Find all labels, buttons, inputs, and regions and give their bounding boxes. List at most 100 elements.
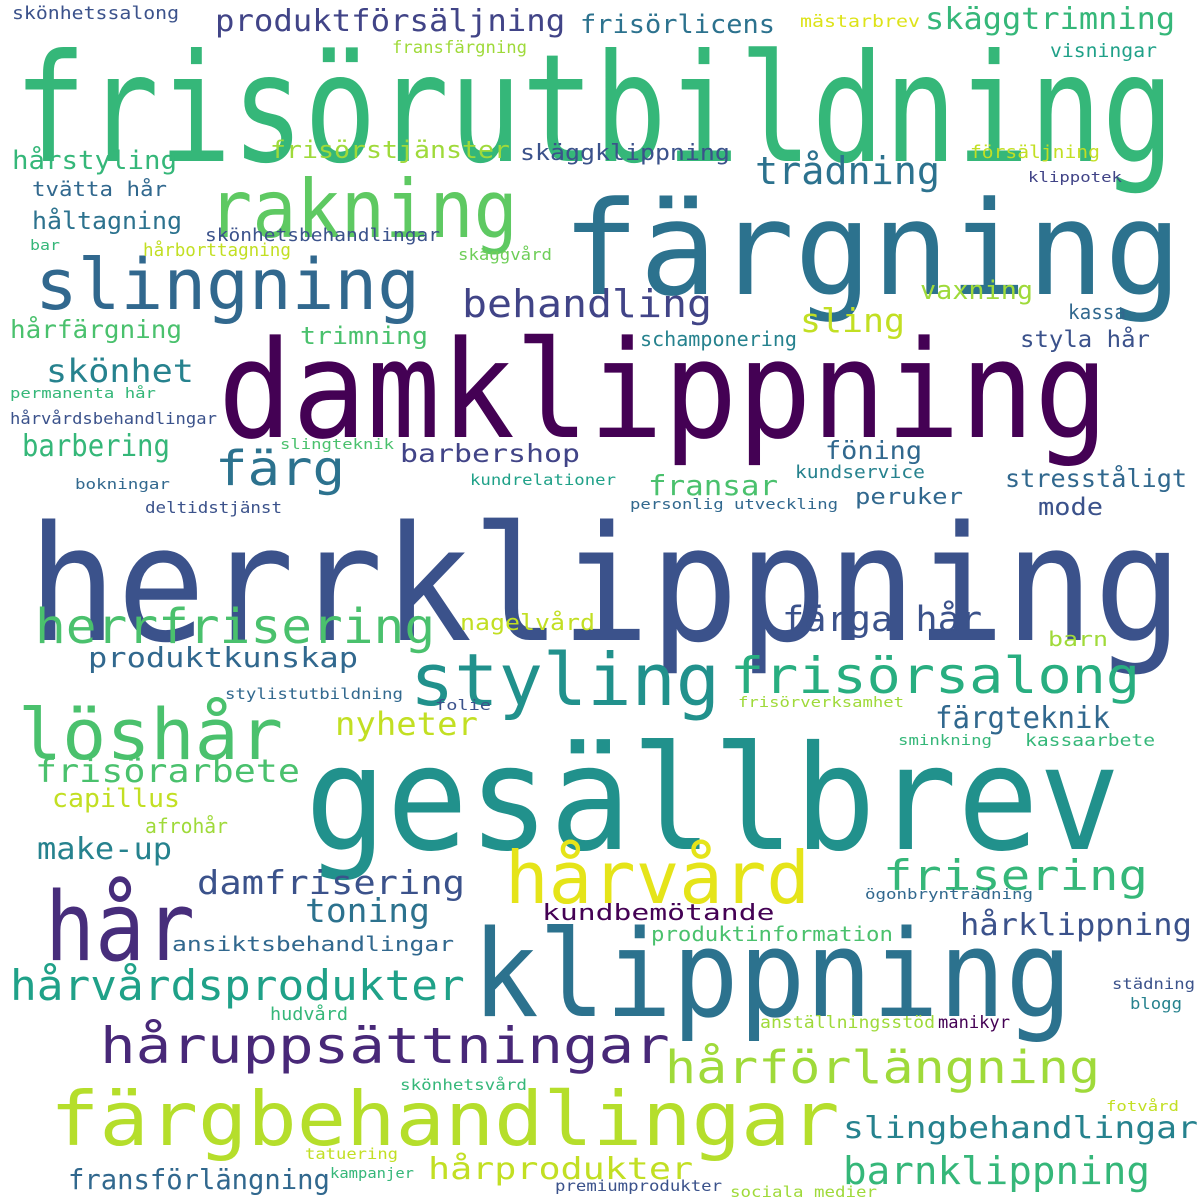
word-kundrelationer: kundrelationer [470, 471, 617, 489]
word-blogg: blogg [1130, 994, 1182, 1013]
word-harprodukter: hårprodukter [428, 1152, 694, 1187]
word-ansiktsbehandlingar: ansiktsbehandlingar [172, 932, 455, 956]
word-deltidstjanst: deltidstjänst [145, 498, 283, 517]
word-frisorsalong: frisörsalong [730, 647, 1141, 705]
word-har: hår [45, 873, 195, 983]
word-forsaljning: försäljning [970, 142, 1100, 163]
word-harfargning: hårfärgning [10, 315, 183, 344]
word-barbering: barbering [22, 429, 170, 464]
word-anstallningsstod: anställningsstöd [760, 1013, 936, 1033]
word-harvardsbehandlingar: hårvårdsbehandlingar [10, 409, 217, 428]
word-tradning: trådning [755, 149, 941, 193]
word-haltagning: håltagning [32, 207, 182, 235]
word-barbershop: barbershop [400, 439, 581, 468]
word-produktforsaljning: produktförsäljning [215, 4, 566, 39]
word-ogonbryntradning: ögonbrynträdning [865, 887, 1034, 903]
word-skaggvard: skäggvård [458, 245, 552, 264]
word-frisorlicens: frisörlicens [580, 10, 775, 40]
word-slingteknik: slingteknik [280, 437, 395, 453]
word-manikyr: manikyr [938, 1013, 1011, 1033]
word-herrklippning: herrklippning [28, 491, 1183, 678]
word-fotvard: fotvård [1106, 1099, 1180, 1115]
word-harvardsprodukter: hårvårdsprodukter [10, 961, 465, 1010]
word-skonhet: skönhet [46, 352, 194, 390]
word-farg: färg [215, 441, 346, 497]
word-kundbemotande: kundbemötande [542, 901, 775, 926]
word-produktinformation: produktinformation [651, 922, 893, 946]
word-bar: bar [30, 238, 61, 254]
word-frisorutbildning: frisörutbildning [14, 23, 1175, 197]
word-nagelvard: nagelvård [460, 611, 595, 636]
word-herrfrisering: herrfrisering [35, 599, 436, 655]
word-frisorverksamhet: frisörverksamhet [738, 695, 905, 711]
word-rakning: rakning [208, 163, 518, 256]
word-barn: barn [1048, 627, 1109, 651]
word-premiumprodukter: premiumprodukter [555, 1177, 723, 1195]
word-fransfargning: fransfärgning [392, 38, 528, 58]
word-stylistutbildning: stylistutbildning [225, 685, 403, 703]
word-schamponering: schamponering [640, 327, 798, 351]
word-frisering: frisering [883, 851, 1148, 900]
word-afrohar: afrohår [145, 814, 229, 838]
word-kassaarbete: kassaarbete [1025, 731, 1156, 751]
word-fargning: färgning [562, 173, 1182, 325]
word-trimning: trimning [300, 322, 428, 350]
word-personlig-utveckling: personlig utveckling [630, 497, 839, 513]
word-capillus: capillus [52, 784, 180, 814]
word-styling: styling [410, 638, 721, 722]
word-harborttagning: hårborttagning [143, 240, 291, 261]
word-fransar: fransar [648, 469, 779, 502]
word-haruppsattningar: håruppsättningar [100, 1017, 670, 1075]
word-slingning: slingning [35, 244, 420, 326]
word-foning: föning [825, 436, 922, 465]
word-harstyling: hårstyling [12, 146, 178, 176]
word-barnklippning: barnklippning [843, 1149, 1150, 1193]
word-skonhetsbehandlingar: skönhetsbehandlingar [205, 225, 440, 246]
word-sociala-medier: sociala medier [730, 1183, 878, 1200]
word-nyheter: nyheter [335, 705, 478, 743]
word-permanenta-har: permanenta hår [10, 386, 156, 402]
word-fransforlangning: fransförlängning [68, 1163, 330, 1196]
word-mastarbrev: mästarbrev [800, 12, 920, 32]
word-harforlangning: hårförlängning [665, 1041, 1101, 1094]
word-mode: mode [1038, 493, 1104, 521]
word-styla-har: styla hår [1020, 327, 1150, 353]
word-gesallbrev: gesällbrev [305, 715, 1121, 884]
word-farga-har: färga hår [782, 600, 983, 640]
word-sling: sling [800, 301, 906, 340]
word-kundservice: kundservice [795, 462, 925, 483]
word-skaggklippning: skäggklippning [520, 141, 730, 166]
word-tvatta-har: tvätta hår [32, 177, 167, 201]
word-sminkning: sminkning [898, 733, 992, 749]
word-folie: folie [435, 698, 491, 714]
word-make-up: make-up [37, 832, 173, 867]
word-fargbehandlingar: färgbehandlingar [50, 1075, 840, 1163]
word-damklippning: damklippning [218, 312, 1109, 469]
word-stadning: städning [1112, 975, 1196, 993]
word-harklippning: hårklippning [960, 908, 1192, 943]
word-hudvard: hudvård [270, 1004, 348, 1025]
word-frisorstjanster: frisörstjänster [270, 136, 510, 164]
word-visningar: visningar [1050, 40, 1157, 62]
word-skonhetssalong: skönhetssalong [12, 3, 180, 24]
word-bokningar: bokningar [75, 477, 170, 493]
word-loshar: löshår [18, 694, 284, 776]
word-kassa: kassa [1068, 300, 1126, 324]
word-vaxning: vaxning [920, 276, 1033, 306]
word-kampanjer: kampanjer [330, 1166, 414, 1182]
word-toning: toning [305, 891, 430, 930]
word-harvard: hårvård [505, 836, 810, 920]
word-produktkunskap: produktkunskap [88, 641, 359, 674]
word-klippotek: klippotek [1028, 170, 1122, 186]
word-damfrisering: damfrisering [197, 863, 465, 902]
word-frisorarbete: frisörarbete [35, 752, 300, 790]
word-tatuering: tatuering [305, 1145, 398, 1163]
word-peruker: peruker [855, 485, 964, 510]
word-slingbehandlingar: slingbehandlingar [843, 1111, 1198, 1146]
word-fargteknik: färgteknik [935, 701, 1111, 736]
word-skonhetsvard: skönhetsvård [400, 1076, 528, 1094]
word-klippning: klippning [472, 906, 1073, 1045]
word-skaggtrimning: skäggtrimning [925, 2, 1176, 37]
word-stresstaligt: stresståligt [1005, 464, 1188, 493]
